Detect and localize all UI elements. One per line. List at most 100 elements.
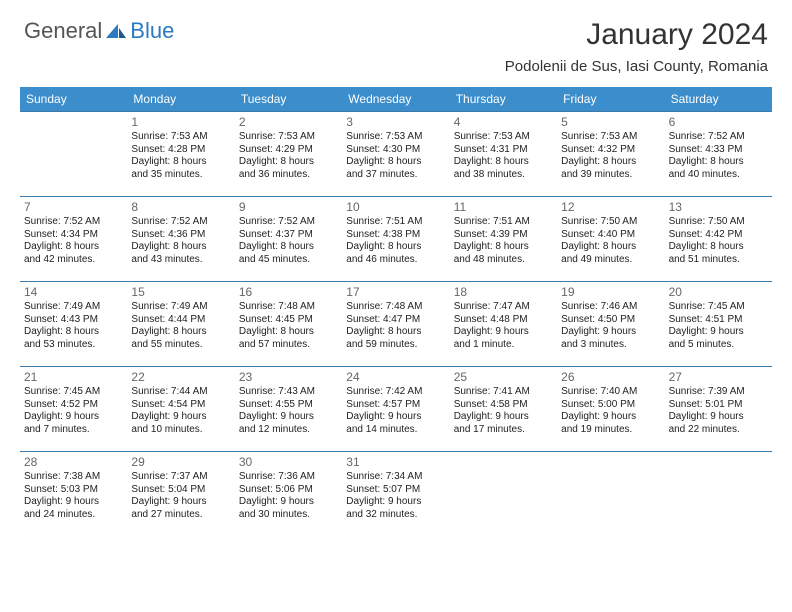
daylight-text-1: Daylight: 9 hours [239,496,338,509]
day-cell: 7Sunrise: 7:52 AMSunset: 4:34 PMDaylight… [20,197,127,281]
sunrise-text: Sunrise: 7:52 AM [24,216,123,229]
day-number: 28 [24,455,123,470]
sunrise-text: Sunrise: 7:51 AM [346,216,445,229]
daylight-text-2: and 10 minutes. [131,424,230,437]
day-number: 7 [24,200,123,215]
sunrise-text: Sunrise: 7:46 AM [561,301,660,314]
daylight-text-1: Daylight: 9 hours [561,411,660,424]
day-cell [557,452,664,536]
daylight-text-2: and 45 minutes. [239,254,338,267]
day-cell: 26Sunrise: 7:40 AMSunset: 5:00 PMDayligh… [557,367,664,451]
sunrise-text: Sunrise: 7:52 AM [131,216,230,229]
daylight-text-1: Daylight: 9 hours [131,411,230,424]
sunset-text: Sunset: 4:28 PM [131,144,230,157]
day-cell: 3Sunrise: 7:53 AMSunset: 4:30 PMDaylight… [342,112,449,196]
daylight-text-2: and 55 minutes. [131,339,230,352]
daylight-text-1: Daylight: 9 hours [454,411,553,424]
day-number: 3 [346,115,445,130]
sunset-text: Sunset: 4:44 PM [131,314,230,327]
weekday-header-row: Sunday Monday Tuesday Wednesday Thursday… [20,87,772,111]
weekday-header: Saturday [665,87,772,111]
day-number: 26 [561,370,660,385]
sunset-text: Sunset: 5:07 PM [346,484,445,497]
sunset-text: Sunset: 4:42 PM [669,229,768,242]
daylight-text-1: Daylight: 8 hours [131,156,230,169]
daylight-text-2: and 48 minutes. [454,254,553,267]
daylight-text-2: and 35 minutes. [131,169,230,182]
weeks-container: 1Sunrise: 7:53 AMSunset: 4:28 PMDaylight… [20,111,772,536]
day-cell: 25Sunrise: 7:41 AMSunset: 4:58 PMDayligh… [450,367,557,451]
month-title: January 2024 [505,18,768,52]
daylight-text-1: Daylight: 8 hours [239,326,338,339]
sunset-text: Sunset: 4:33 PM [669,144,768,157]
daylight-text-1: Daylight: 8 hours [669,156,768,169]
daylight-text-2: and 46 minutes. [346,254,445,267]
day-cell: 19Sunrise: 7:46 AMSunset: 4:50 PMDayligh… [557,282,664,366]
daylight-text-2: and 43 minutes. [131,254,230,267]
day-number: 6 [669,115,768,130]
day-number: 17 [346,285,445,300]
weekday-header: Thursday [450,87,557,111]
sunrise-text: Sunrise: 7:38 AM [24,471,123,484]
sunset-text: Sunset: 4:52 PM [24,399,123,412]
week-row: 21Sunrise: 7:45 AMSunset: 4:52 PMDayligh… [20,366,772,451]
daylight-text-1: Daylight: 8 hours [24,326,123,339]
daylight-text-1: Daylight: 9 hours [454,326,553,339]
sunset-text: Sunset: 4:30 PM [346,144,445,157]
daylight-text-1: Daylight: 9 hours [24,411,123,424]
sunset-text: Sunset: 4:48 PM [454,314,553,327]
day-number: 1 [131,115,230,130]
daylight-text-2: and 51 minutes. [669,254,768,267]
daylight-text-1: Daylight: 9 hours [131,496,230,509]
weekday-header: Monday [127,87,234,111]
sunset-text: Sunset: 4:29 PM [239,144,338,157]
day-cell: 14Sunrise: 7:49 AMSunset: 4:43 PMDayligh… [20,282,127,366]
day-number: 29 [131,455,230,470]
sunrise-text: Sunrise: 7:42 AM [346,386,445,399]
daylight-text-1: Daylight: 9 hours [239,411,338,424]
daylight-text-2: and 42 minutes. [24,254,123,267]
daylight-text-2: and 17 minutes. [454,424,553,437]
daylight-text-2: and 36 minutes. [239,169,338,182]
day-cell: 2Sunrise: 7:53 AMSunset: 4:29 PMDaylight… [235,112,342,196]
day-cell: 5Sunrise: 7:53 AMSunset: 4:32 PMDaylight… [557,112,664,196]
location-text: Podolenii de Sus, Iasi County, Romania [505,58,768,75]
sunrise-text: Sunrise: 7:49 AM [131,301,230,314]
day-cell: 4Sunrise: 7:53 AMSunset: 4:31 PMDaylight… [450,112,557,196]
day-cell: 9Sunrise: 7:52 AMSunset: 4:37 PMDaylight… [235,197,342,281]
calendar: Sunday Monday Tuesday Wednesday Thursday… [20,87,772,536]
daylight-text-1: Daylight: 8 hours [669,241,768,254]
sunrise-text: Sunrise: 7:36 AM [239,471,338,484]
daylight-text-1: Daylight: 8 hours [131,326,230,339]
day-number: 22 [131,370,230,385]
daylight-text-2: and 27 minutes. [131,509,230,522]
daylight-text-2: and 14 minutes. [346,424,445,437]
sunrise-text: Sunrise: 7:53 AM [346,131,445,144]
day-number: 10 [346,200,445,215]
day-number: 8 [131,200,230,215]
daylight-text-2: and 22 minutes. [669,424,768,437]
brand-text-1: General [24,18,102,44]
sunset-text: Sunset: 4:55 PM [239,399,338,412]
daylight-text-1: Daylight: 9 hours [669,411,768,424]
day-number: 31 [346,455,445,470]
sunrise-text: Sunrise: 7:44 AM [131,386,230,399]
day-number: 11 [454,200,553,215]
sunrise-text: Sunrise: 7:50 AM [561,216,660,229]
sunset-text: Sunset: 5:04 PM [131,484,230,497]
sunset-text: Sunset: 5:03 PM [24,484,123,497]
day-number: 2 [239,115,338,130]
daylight-text-1: Daylight: 9 hours [669,326,768,339]
sunrise-text: Sunrise: 7:50 AM [669,216,768,229]
day-number: 9 [239,200,338,215]
day-cell: 8Sunrise: 7:52 AMSunset: 4:36 PMDaylight… [127,197,234,281]
sunrise-text: Sunrise: 7:48 AM [239,301,338,314]
sunrise-text: Sunrise: 7:53 AM [239,131,338,144]
day-number: 27 [669,370,768,385]
day-number: 4 [454,115,553,130]
sunset-text: Sunset: 4:54 PM [131,399,230,412]
sunset-text: Sunset: 4:43 PM [24,314,123,327]
sunset-text: Sunset: 4:37 PM [239,229,338,242]
week-row: 7Sunrise: 7:52 AMSunset: 4:34 PMDaylight… [20,196,772,281]
daylight-text-1: Daylight: 8 hours [454,241,553,254]
